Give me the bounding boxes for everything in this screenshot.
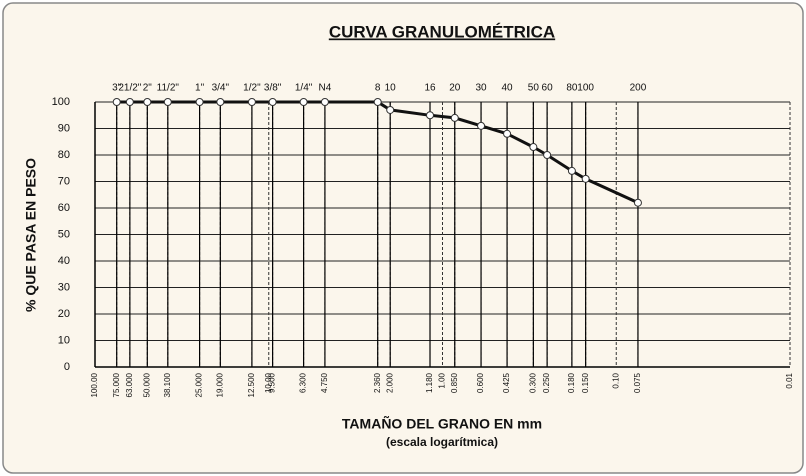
point	[567, 166, 576, 175]
sieve-label: 10	[385, 83, 397, 94]
point	[216, 98, 225, 106]
x-tick-label: 63.000	[125, 372, 134, 397]
x-tick-label: 50.000	[142, 372, 151, 397]
point	[543, 151, 552, 159]
x-tick-label: 2.000	[385, 372, 394, 393]
point	[633, 198, 642, 207]
x-tick-label: 0.180	[567, 372, 576, 393]
x-tick-label: 0.425	[502, 372, 511, 393]
x-tick-label: 0.075	[633, 372, 642, 393]
x-tick-label: 0.300	[528, 372, 537, 393]
point	[529, 143, 538, 152]
x-tick-label: 0.250	[542, 372, 551, 393]
point	[450, 113, 459, 122]
x-tick-label: 1.180	[425, 372, 434, 393]
point	[320, 98, 329, 106]
chart-title: CURVA GRANULOMÉTRICA	[329, 22, 555, 41]
x-tick-label: 0.850	[450, 372, 459, 393]
point	[112, 98, 121, 106]
y-tick-label: 40	[58, 255, 70, 267]
point	[426, 111, 435, 120]
x-tick-label: 0.150	[581, 372, 590, 393]
sieve-label: 200	[630, 83, 647, 94]
sieve-label: 50	[528, 83, 540, 94]
sieve-label: 3/8"	[264, 83, 282, 94]
sieve-label: 1/2"	[243, 83, 261, 94]
x-tick-label: 75.000	[112, 372, 121, 397]
y-tick-label: 20	[58, 308, 70, 320]
y-tick-label: 50	[58, 228, 70, 240]
x-tick-label: 0.10	[611, 372, 620, 388]
y-tick-label: 10	[58, 334, 70, 346]
y-tick-label: 0	[64, 361, 70, 373]
y-tick-label: 60	[58, 202, 70, 214]
y-tick-label: 90	[58, 122, 70, 134]
point	[386, 105, 395, 114]
x-tick-label: 10.00	[264, 372, 273, 393]
point	[125, 98, 134, 106]
x-tick-label: 9.500	[268, 372, 277, 393]
x-axis-label: TAMAÑO DEL GRANO EN mm	[342, 415, 542, 432]
sieve-label: 8	[375, 83, 381, 94]
sieve-label: 60	[542, 83, 554, 94]
x-tick-label: 4.750	[320, 372, 329, 393]
sieve-label: 16	[424, 83, 436, 94]
sieve-label: 2"	[143, 83, 153, 94]
sieve-label: 3"	[112, 83, 122, 94]
x-tick-label: 2.360	[373, 372, 382, 393]
x-tick-label: 12.500	[247, 372, 256, 397]
point	[503, 129, 512, 138]
x-tick-label: 0.01	[785, 372, 794, 388]
y-tick-label: 30	[58, 281, 70, 293]
y-tick-label: 80	[58, 149, 70, 161]
x-tick-label: 6.300	[299, 372, 308, 393]
sieve-label: 1/4"	[295, 83, 313, 94]
point	[163, 98, 172, 106]
sieve-label: 1"	[195, 83, 205, 94]
point	[477, 121, 486, 130]
sieve-label: 80	[566, 83, 578, 94]
x-tick-label: 25.000	[195, 372, 204, 397]
y-tick-label: 100	[52, 96, 70, 108]
sieve-label: 21/2"	[118, 83, 141, 94]
x-tick-label: 19.000	[215, 372, 224, 397]
point	[143, 98, 152, 106]
x-tick-label: 0.600	[476, 372, 485, 393]
point	[247, 98, 256, 106]
x-tick-label: 38.100	[163, 372, 172, 397]
sieve-label: 3/4"	[212, 83, 230, 94]
sieve-label: 11/2"	[157, 83, 180, 94]
subtitle: (escala logarítmica)	[386, 435, 498, 449]
x-tick-label: 1.00	[438, 372, 447, 388]
point	[581, 174, 590, 183]
sieve-label: 40	[502, 83, 514, 94]
y-tick-label: 70	[58, 175, 70, 187]
x-tick-label: 100.00	[90, 372, 99, 397]
sieve-label: 20	[449, 83, 461, 94]
point	[195, 98, 204, 106]
sieve-label: 100	[577, 83, 594, 94]
y-axis-label: % QUE PASA EN PESO	[23, 158, 39, 312]
point	[373, 98, 382, 106]
point	[268, 98, 277, 106]
point	[299, 98, 308, 106]
sieve-label: N4	[319, 83, 332, 94]
sieve-label: 30	[475, 83, 487, 94]
